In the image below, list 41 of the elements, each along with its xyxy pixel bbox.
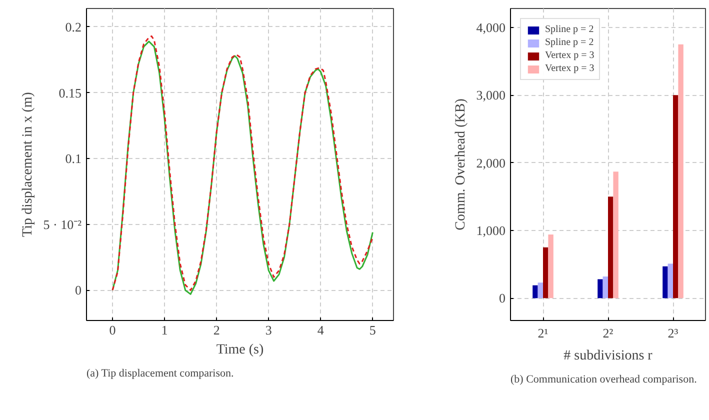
x-tick-label: 2¹: [538, 326, 548, 340]
bar: [613, 172, 618, 298]
x-tick-label: 0: [109, 322, 116, 338]
x-axis-title: Time (s): [216, 342, 264, 358]
y-tick-label: 2,000: [476, 155, 506, 170]
y-tick-label: 4,000: [476, 20, 506, 35]
bar: [598, 279, 603, 298]
y-axis-title: Comm. Overhead (KB): [453, 98, 468, 230]
x-tick-label: 2³: [668, 326, 678, 340]
bar: [602, 276, 608, 298]
legend-label: Spline p = 2: [545, 37, 594, 48]
bar: [543, 247, 548, 298]
bar: [532, 285, 538, 298]
bar: [538, 282, 543, 298]
bar: [548, 234, 554, 298]
text: (b) Communication overhead comparison.: [510, 374, 698, 386]
legend-label: Vertex p = 3: [545, 50, 594, 61]
bar: [673, 95, 678, 298]
x-tick-label: 5: [369, 322, 376, 338]
bar: [608, 196, 614, 298]
x-tick-label: 1: [161, 322, 168, 338]
legend-label: Spline p = 2: [545, 24, 594, 35]
y-tick-label: 1,000: [476, 222, 506, 238]
x-tick-label: 2²: [602, 326, 614, 340]
y-axis-title: Tip displacement in x (m): [20, 92, 36, 237]
y-tick-label: 0.15: [58, 85, 82, 100]
y-tick-label: 0.2: [65, 19, 82, 34]
y-tick-label: 3,000: [476, 88, 506, 103]
x-axis-title: # subdivisions r: [564, 348, 653, 364]
y-tick-label: 0.1: [65, 151, 82, 166]
bar: [678, 44, 684, 298]
text: (a) Tip displacement comparison.: [86, 368, 234, 380]
y-tick-label: 0: [75, 282, 82, 298]
x-tick-label: 4: [317, 322, 324, 338]
bar: [662, 266, 668, 298]
legend-label: Vertex p = 3: [545, 63, 594, 74]
y-tick-label: 5 · 10⁻²: [43, 216, 82, 232]
x-tick-label: 2: [213, 322, 220, 338]
bar: [668, 264, 673, 298]
x-tick-label: 3: [265, 322, 272, 338]
y-tick-label: 0: [499, 290, 506, 306]
